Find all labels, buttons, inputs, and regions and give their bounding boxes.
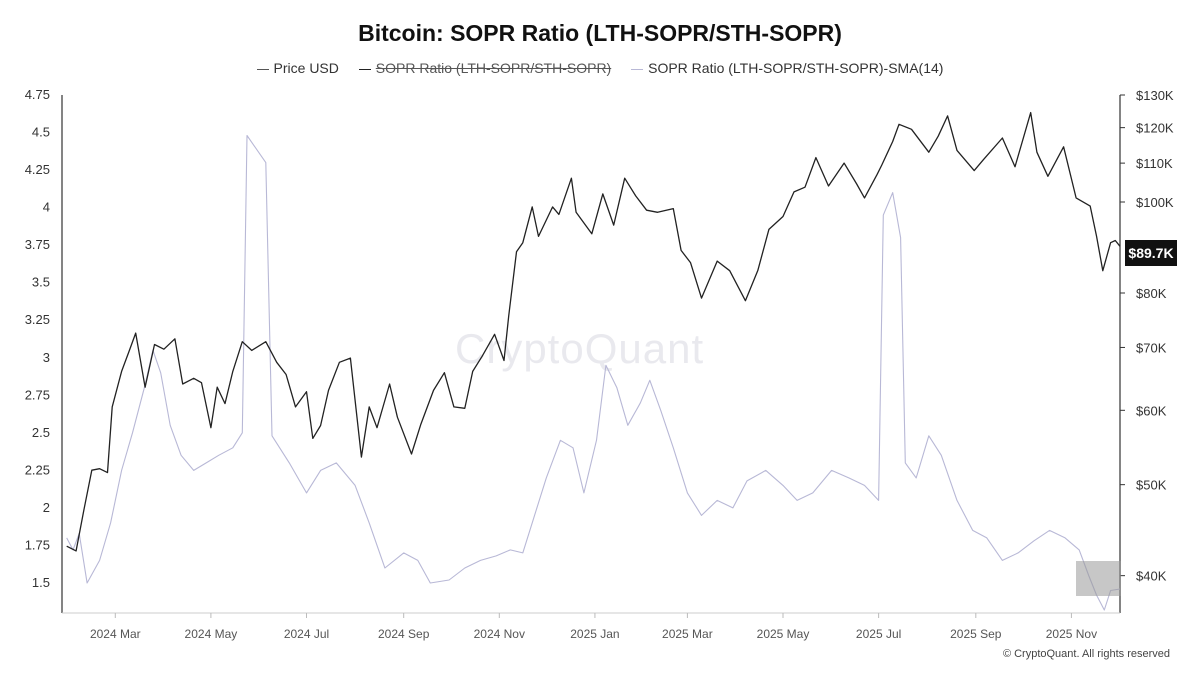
right-tick-label: $110K [1136,156,1173,171]
chart-title: Bitcoin: SOPR Ratio (LTH-SOPR/STH-SOPR) [358,20,842,46]
right-tick-label: $40K [1136,569,1167,584]
right-tick-label: $70K [1136,340,1167,355]
x-tick-label: 2025 Jan [570,627,619,641]
left-tick-label: 3.25 [25,312,50,327]
left-tick-label: 4.25 [25,162,50,177]
left-tick-label: 4 [43,200,50,215]
legend-label-sopr-ratio: SOPR Ratio (LTH-SOPR/STH-SOPR) [375,60,612,76]
x-tick-label: 2025 Mar [662,627,713,641]
x-tick-label: 2024 Sep [378,627,430,641]
right-tick-label: $50K [1136,478,1167,493]
legend-swatch-sopr-ratio [358,68,371,70]
left-tick-label: 1.75 [25,537,50,552]
legend-swatch-sopr-sma [631,68,644,70]
right-tick-label: $80K [1136,286,1167,301]
left-tick-label: 2 [43,500,50,515]
x-tick-label: 2025 May [757,627,810,641]
x-tick-label: 2024 Nov [474,627,525,641]
legend-swatch-price [256,68,269,70]
sopr-sma-series-line [66,134,1121,611]
x-tick-label: 2025 Nov [1046,627,1097,641]
price-series-line [66,111,1121,552]
legend-label-price: Price USD [273,60,339,76]
right-tick-label: $60K [1136,403,1167,418]
left-tick-label: 2.5 [32,425,50,440]
right-tick-label: $120K [1136,121,1174,136]
watermark-logo: CryptoQuant [455,325,705,372]
current-price-badge: $89.7K [1125,240,1177,266]
left-tick-label: 1.5 [32,575,50,590]
left-tick-label: 3.5 [32,275,50,290]
x-tick-label: 2024 Mar [90,627,141,641]
copyright-text: © CryptoQuant. All rights reserved [1002,648,1170,660]
chart-axes: 1.5 1.75 2 2.25 2.5 2.75 3 3.25 3.5 3.75 4 4.25 4.5 4… [25,87,1174,641]
legend-item-sopr-sma[interactable]: SOPR Ratio (LTH-SOPR/STH-SOPR)-SMA(14) [631,60,943,76]
left-tick-label: 2.25 [25,462,50,477]
x-tick-label: 2025 Sep [950,627,1002,641]
series-layer [66,111,1121,611]
x-tick-label: 2025 Jul [856,627,901,641]
x-tick-label: 2024 Jul [284,627,329,641]
left-tick-label: 3 [43,350,50,365]
legend: Price USD SOPR Ratio (LTH-SOPR/STH-SOPR)… [0,60,1200,76]
left-tick-label: 3.75 [25,237,50,252]
x-tick-label: 2024 May [185,627,238,641]
right-tick-label: $130K [1136,88,1174,103]
legend-item-price[interactable]: Price USD [256,60,339,76]
left-tick-label: 2.75 [25,387,50,402]
legend-label-sopr-sma: SOPR Ratio (LTH-SOPR/STH-SOPR)-SMA(14) [648,60,944,76]
left-tick-label: 4.5 [32,125,50,140]
right-tick-label: $100K [1136,195,1174,210]
legend-item-sopr-ratio[interactable]: SOPR Ratio (LTH-SOPR/STH-SOPR) [358,60,612,76]
left-tick-label: 4.75 [25,87,50,102]
highlight-box [1076,561,1121,596]
